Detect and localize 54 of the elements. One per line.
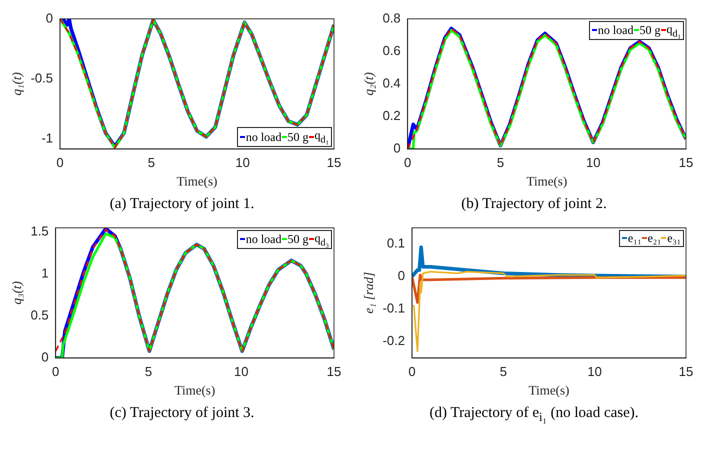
legend-label: no load: [246, 130, 282, 145]
legend-label: 50 g: [288, 130, 308, 145]
y-tick-label: 0: [41, 349, 49, 364]
text: (c) Trajectory of joint 3.: [108, 405, 256, 422]
x-tick-label: 10: [586, 155, 600, 170]
y-tick-label: 0: [46, 10, 53, 26]
y-tick-label: -0.2: [382, 333, 405, 348]
y-tick-label: 0: [398, 268, 405, 284]
text: (a) Trajectory of joint 1.: [108, 196, 256, 213]
x-tick-label: 15: [678, 364, 694, 380]
x-tick-label: 10: [235, 155, 250, 170]
x-axis-title: Time(s): [528, 382, 570, 398]
y-tick-label: -1: [41, 130, 53, 146]
legend-label: 50 g: [288, 232, 308, 247]
x-tick-label: 5: [496, 155, 504, 170]
x-tick-label: 15: [326, 155, 342, 170]
x-tick-label: 0: [408, 364, 416, 380]
y-axis-title: e₁ [rad]: [361, 272, 376, 314]
y-tick-label: 1.5: [30, 224, 49, 239]
x-tick-label: 5: [500, 364, 507, 380]
legend-label: no load: [246, 232, 282, 247]
legend-label: e₃₁: [667, 230, 681, 246]
text: (b) Trajectory of joint 2.: [460, 196, 608, 213]
x-tick-label: 5: [148, 155, 155, 170]
y-tick-label: -0.1: [382, 300, 405, 316]
x-tick-label: 15: [678, 155, 694, 170]
x-tick-label: 5: [144, 364, 152, 380]
y-tick-label: 0.6: [382, 42, 401, 58]
x-tick-label: 10: [234, 364, 248, 380]
legend-label: e₁₁: [628, 230, 642, 246]
y-axis-title: q₂(t): [361, 72, 376, 96]
x-axis-title: Time(s): [176, 174, 218, 189]
legend-label: e₂₁: [648, 230, 662, 246]
legend-label: q$_{d₁}$: [314, 128, 329, 146]
x-tick-label: 0: [56, 155, 64, 170]
y-tick-label: 0.5: [30, 307, 49, 322]
y-tick-label: 1: [41, 266, 49, 281]
x-tick-label: 15: [326, 364, 342, 380]
y-tick-label: 0.1: [386, 236, 405, 251]
y-tick-label: 0.4: [382, 75, 401, 90]
y-tick-label: 0: [393, 140, 401, 156]
y-tick-label: 0.2: [382, 108, 401, 123]
x-axis-title: Time(s): [526, 174, 568, 189]
text: (d) Trajectory of e$_{i₁}$ (no load case).: [428, 405, 640, 425]
x-axis-title: Time(s): [174, 382, 216, 398]
x-tick-label: 10: [587, 364, 602, 380]
legend-label: no load: [598, 22, 634, 38]
y-axis-title: q₁(t): [9, 72, 24, 96]
y-axis-title: q₃(t): [9, 281, 24, 304]
legend-label: 50 g: [640, 22, 660, 38]
y-tick-label: 0.8: [382, 10, 401, 26]
legend-label: q$_{d₁}$: [666, 22, 681, 40]
y-tick-label: -0.5: [30, 70, 53, 86]
legend-label: q$_{d₃}$: [314, 230, 329, 248]
